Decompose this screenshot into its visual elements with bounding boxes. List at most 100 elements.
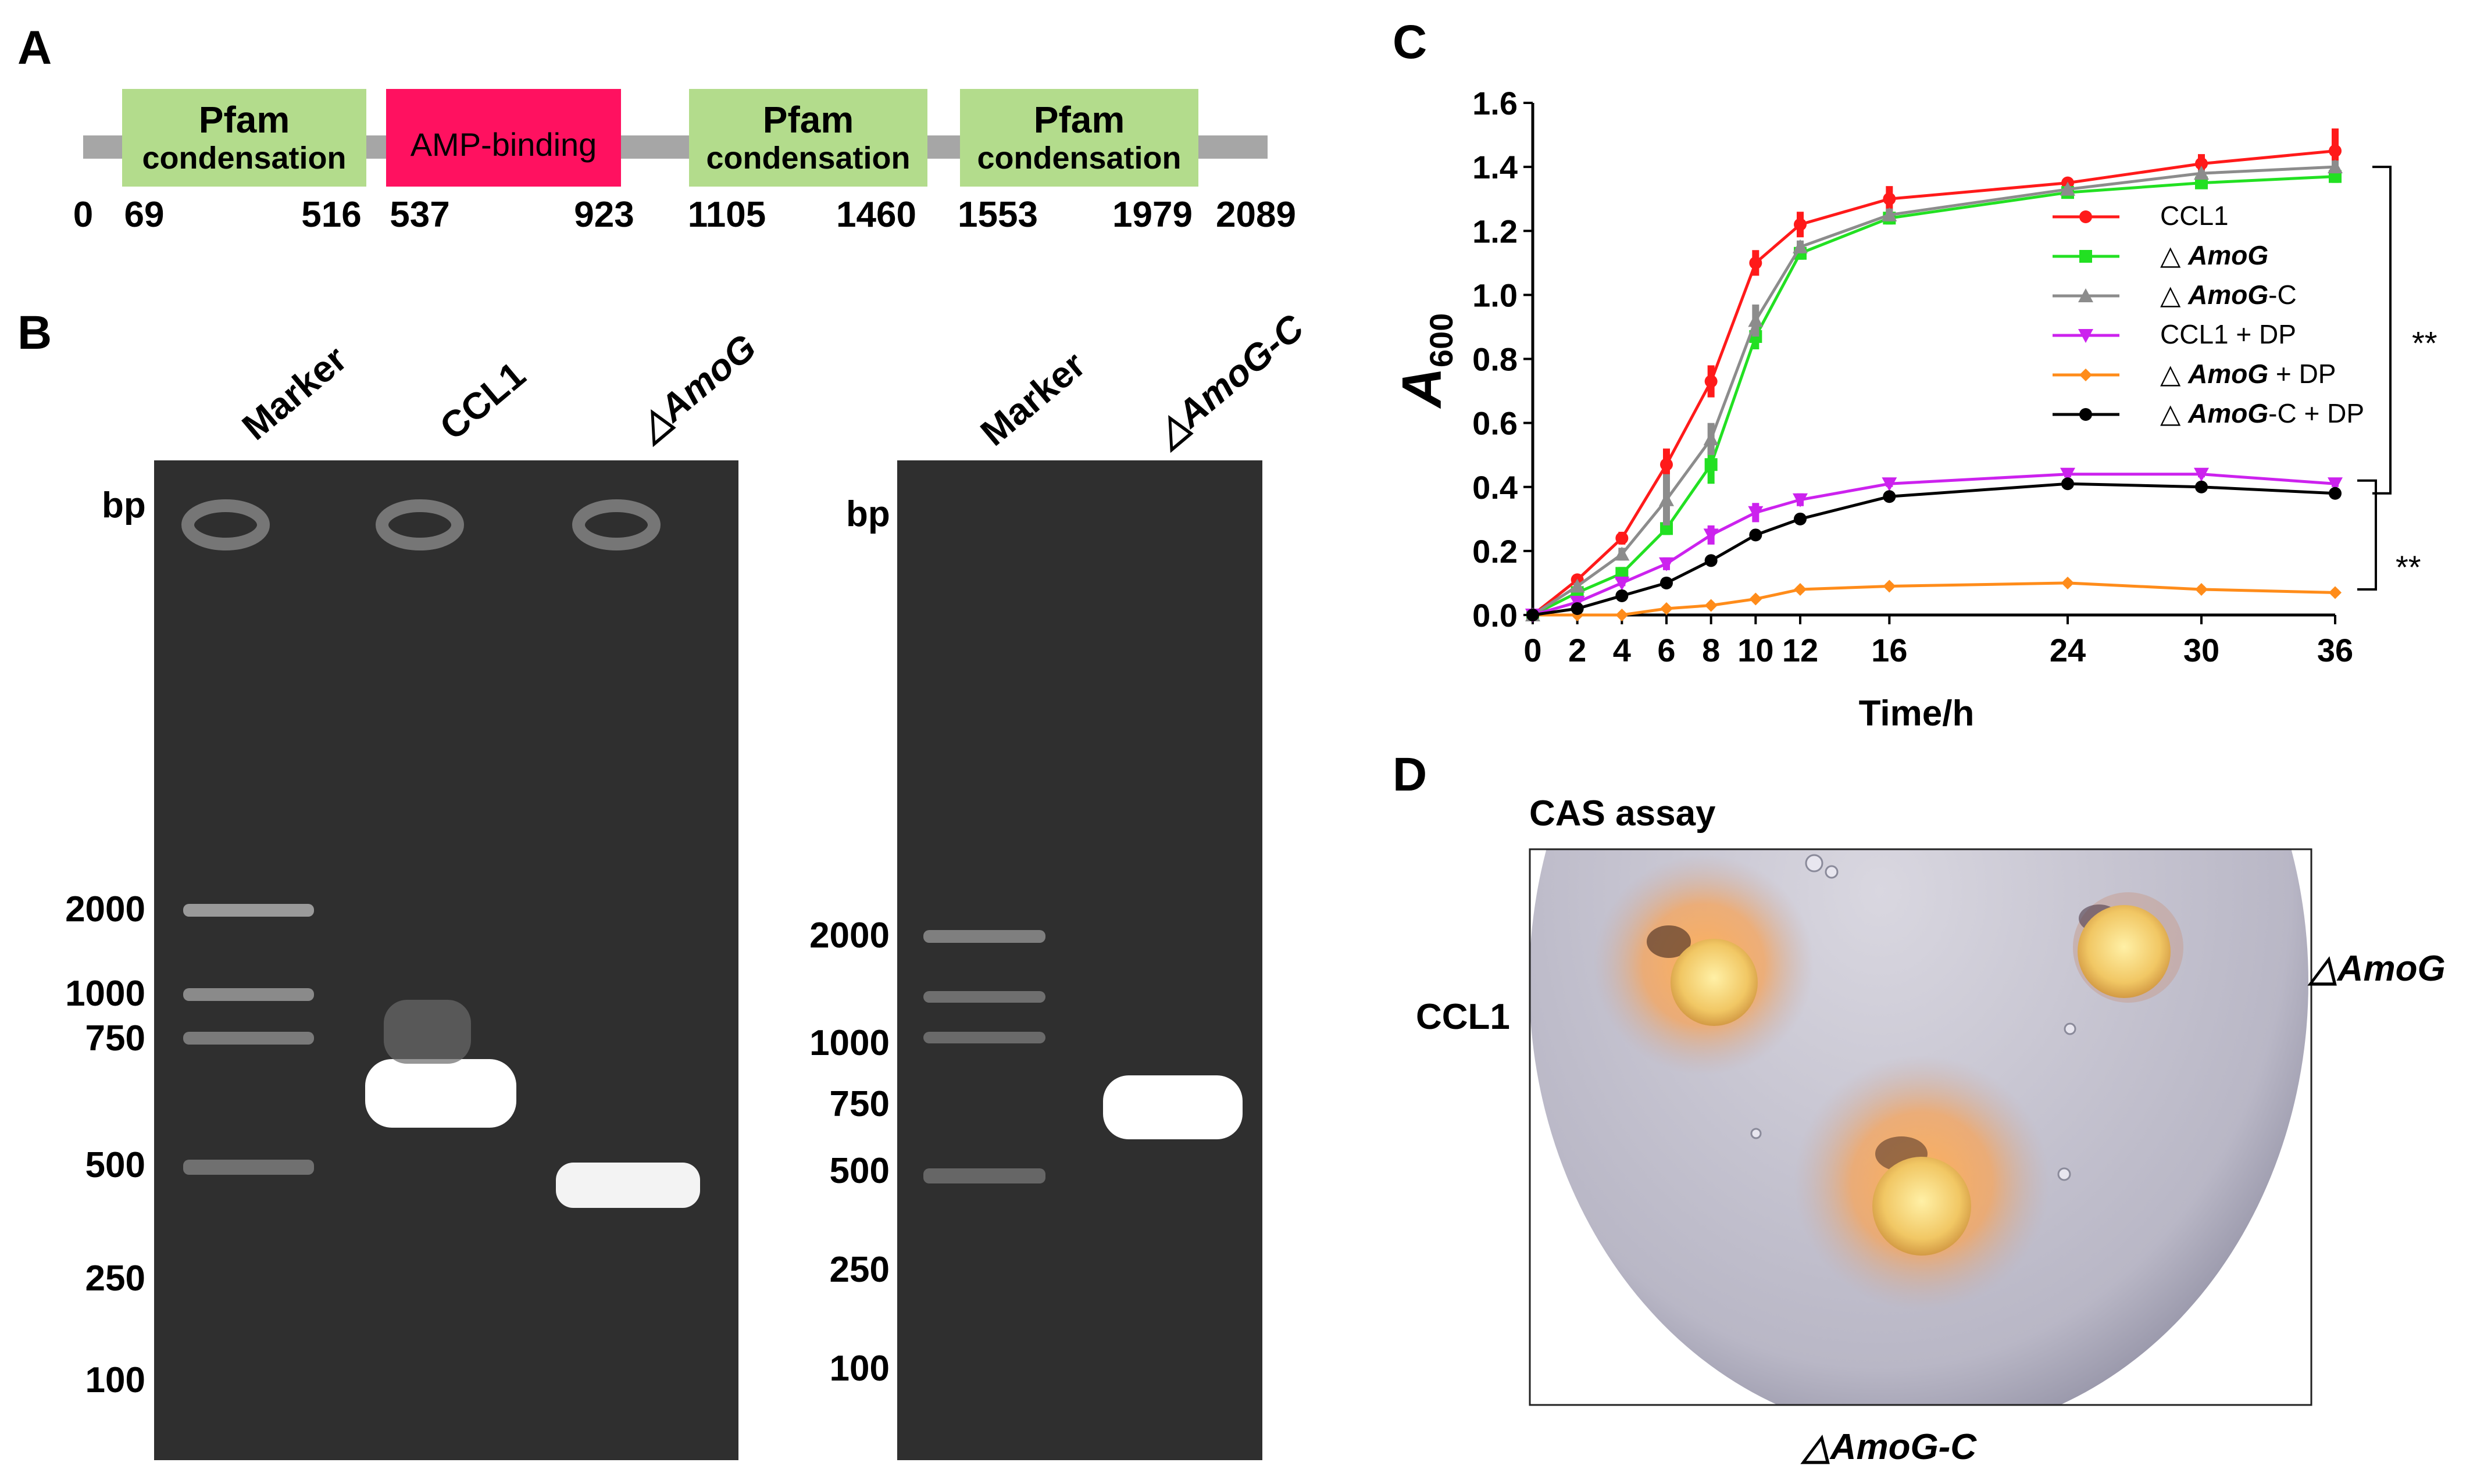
residue-position: 69 [124, 195, 165, 235]
data-point [1793, 493, 1808, 507]
gel-1-lane-label: △AmoG [628, 326, 764, 450]
data-point [1794, 582, 1807, 596]
y-tick-label: 0.0 [1472, 597, 1518, 634]
data-point [2329, 144, 2342, 158]
gel-2-image [897, 460, 1262, 1460]
gel-2-bp-label: bp [846, 494, 890, 534]
data-point [1749, 528, 1762, 542]
domain-box [122, 89, 366, 187]
gel-1-size-label: 750 [85, 1018, 145, 1059]
legend-label: △ AmoG-C [2160, 280, 2297, 310]
y-tick-label: 0.2 [1472, 533, 1518, 570]
panel-label-d: D [1393, 748, 1427, 801]
data-point [2328, 477, 2343, 492]
y-tick-label: 0.8 [1472, 341, 1518, 378]
domain-box [689, 89, 927, 187]
domain-label: Pfam [763, 99, 854, 141]
ladder-band-2000 [183, 904, 314, 917]
legend-label: △ AmoG [2160, 240, 2268, 270]
well-ccl1 [1671, 939, 1758, 1026]
domain-label: AMP-binding [411, 126, 597, 163]
data-point [1704, 554, 1718, 567]
domain-box [386, 89, 621, 187]
legend-label: △ AmoG + DP [2160, 359, 2336, 389]
x-tick-label: 4 [1613, 632, 1631, 668]
significance-mark: ** [2396, 549, 2421, 585]
data-point [1748, 313, 1764, 327]
data-point [1571, 602, 1584, 615]
domain-sublabel: condensation [706, 141, 910, 176]
data-point [2079, 408, 2092, 421]
gel-1-lane-label: Marker [234, 338, 355, 448]
data-point [1883, 490, 1896, 503]
data-point [1794, 512, 1807, 525]
gel-2-size-label: 100 [830, 1349, 890, 1389]
ladder-band-750 [923, 1032, 1045, 1043]
residue-position: 1979 [1112, 195, 1193, 235]
y-tick-label: 1.2 [1472, 213, 1518, 249]
y-tick-label: 1.0 [1472, 277, 1518, 313]
x-tick-label: 30 [2183, 632, 2219, 668]
data-point [1704, 599, 1718, 612]
data-point [2195, 582, 2208, 596]
bracket [2357, 479, 2377, 591]
data-point [2329, 170, 2342, 183]
ladder-band-500 [183, 1160, 314, 1175]
domain-2: AMP-binding [386, 89, 621, 187]
residue-position: 1553 [958, 195, 1038, 235]
data-point [1615, 531, 1629, 545]
series-line [1532, 473, 2336, 617]
panel-label-b: B [17, 306, 52, 359]
data-point [2061, 477, 2074, 491]
y-axis-label: A600 [1391, 313, 1459, 409]
data-point [2195, 480, 2208, 494]
legend-label: △ AmoG-C + DP [2160, 398, 2364, 428]
growth-chart: 0.00.20.40.60.81.01.21.41.60 2 4 6 8 10 12 16 24… [1391, 85, 2437, 734]
data-point [1660, 522, 1673, 535]
data-point [1749, 256, 1762, 270]
x-axis-label: Time/h [1859, 693, 1975, 734]
gel-2-size-label: 1000 [809, 1023, 890, 1063]
cas-frame [1529, 848, 2312, 1406]
residue-position: 1460 [836, 195, 916, 235]
significance-mark: ** [2412, 324, 2437, 361]
data-point [1703, 528, 1719, 543]
gel-1-lane-label: CCL1 [432, 353, 533, 448]
gel-2-lane-label: △AmoG-C [1145, 306, 1312, 456]
data-point [1883, 580, 1896, 593]
data-point [1748, 506, 1764, 520]
legend: CCL1 △ AmoG △ AmoG-C CCL1 + DP △ AmoG + DP △ … [2053, 201, 2364, 428]
residue-position: 0 [73, 195, 93, 235]
data-point [2079, 369, 2092, 381]
band-amog [556, 1163, 700, 1208]
gel-1-well [181, 499, 270, 550]
data-point [1569, 578, 1585, 593]
panel-label-c: C [1393, 16, 1427, 69]
ladder-band-1000 [923, 991, 1045, 1003]
x-tick-label: 8 [1702, 632, 1720, 668]
data-point [2060, 467, 2075, 482]
data-point [2079, 250, 2092, 263]
y-tick-label: 1.6 [1472, 85, 1518, 121]
gel-1-size-label: 1000 [65, 974, 145, 1014]
series-line [1532, 482, 2336, 617]
series-4 [1525, 467, 2343, 623]
gel-2-size-label: 2000 [809, 916, 890, 956]
data-point [2194, 166, 2209, 180]
gel-2-size-label: 250 [830, 1250, 890, 1290]
domain-label: Pfam [199, 99, 290, 141]
data-point [1659, 557, 1674, 571]
data-point [1614, 546, 1630, 561]
series-3 [1525, 159, 2343, 621]
data-point [1749, 592, 1762, 606]
y-tick-label: 0.4 [1472, 469, 1518, 506]
gel-1-size-label: 500 [85, 1145, 145, 1185]
ladder-band-1000 [183, 988, 314, 1001]
series-2 [1526, 170, 2342, 621]
data-point [1615, 567, 1629, 580]
gel-1-size-label: 2000 [65, 889, 145, 929]
data-point [1794, 218, 1807, 231]
gel-2-size-label: 750 [830, 1084, 890, 1124]
